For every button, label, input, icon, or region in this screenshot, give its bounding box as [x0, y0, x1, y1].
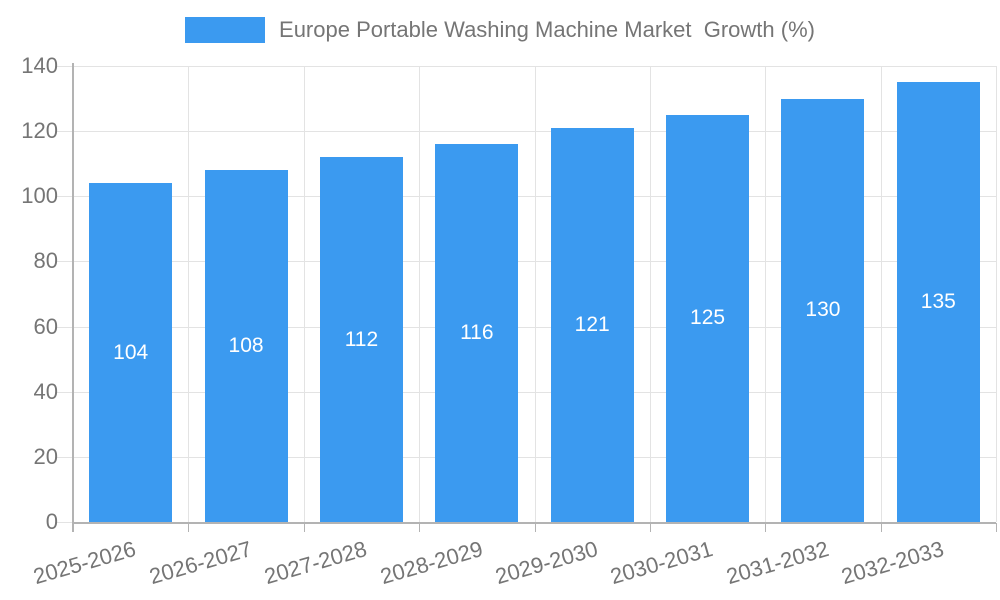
bar[interactable] [550, 127, 634, 522]
x-axis-tick-label: 2031-2032 [723, 536, 832, 590]
x-gridline [765, 66, 767, 522]
x-tick [303, 523, 305, 532]
y-axis-tick-label: 60 [33, 313, 58, 339]
legend[interactable]: Europe Portable Washing Machine Market G… [0, 17, 1000, 43]
x-gridline [303, 66, 305, 522]
bar-value-label: 130 [805, 298, 841, 322]
x-gridline [996, 66, 997, 522]
y-axis-tick-label: 20 [33, 443, 58, 469]
x-tick [765, 523, 767, 532]
y-axis-tick-label: 140 [21, 53, 58, 78]
bar[interactable] [89, 183, 173, 522]
x-tick [534, 523, 536, 532]
y-axis-tick-label: 100 [21, 183, 58, 209]
y-axis-tick-label: 80 [33, 248, 58, 274]
x-axis-tick-label: 2029-2030 [492, 536, 601, 590]
bar-value-label: 104 [113, 340, 149, 364]
x-gridline [419, 66, 421, 522]
legend-swatch-icon [185, 17, 266, 43]
x-gridline [649, 66, 651, 522]
y-tick [55, 196, 73, 198]
y-tick [55, 456, 73, 458]
bar-value-label: 112 [344, 327, 379, 351]
bar-value-label: 135 [920, 290, 956, 314]
x-axis-tick-label: 2030-2031 [607, 536, 716, 590]
y-tick [55, 261, 73, 263]
x-axis-tick-label: 2032-2033 [838, 536, 947, 590]
x-axis-tick-label: 2028-2029 [377, 536, 486, 590]
bar-value-label: 121 [574, 312, 610, 336]
x-axis-line [73, 522, 996, 524]
legend-label: Europe Portable Washing Machine Market G… [279, 17, 815, 42]
bar-value-label: 116 [460, 321, 494, 345]
y-axis-tick-label: 0 [45, 509, 58, 534]
y-axis-tick-label: 40 [33, 378, 58, 404]
x-axis-tick-label: 2027-2028 [261, 536, 370, 590]
y-axis-tick-label: 120 [21, 118, 58, 144]
x-axis-tick-label: 2025-2026 [30, 536, 140, 590]
bar[interactable] [319, 157, 403, 522]
y-tick [55, 66, 73, 67]
y-tick [55, 522, 73, 523]
y-tick [55, 326, 73, 328]
bar-value-label: 125 [690, 306, 726, 330]
bar-value-label: 108 [228, 334, 264, 358]
bar[interactable] [204, 170, 288, 522]
x-tick [880, 523, 882, 532]
x-axis-tick-label: 2026-2027 [146, 536, 255, 590]
bar[interactable] [781, 98, 865, 522]
x-gridline [534, 66, 536, 522]
x-tick [188, 523, 190, 532]
bar[interactable] [435, 144, 519, 522]
y-tick [55, 131, 73, 133]
x-gridline [188, 66, 190, 522]
x-tick [419, 523, 421, 532]
bar[interactable] [666, 114, 750, 522]
x-gridline [880, 66, 882, 522]
y-tick [55, 391, 73, 393]
x-tick [996, 523, 997, 532]
x-tick [649, 523, 651, 532]
y-axis-line [72, 63, 74, 532]
bar[interactable] [896, 82, 980, 522]
